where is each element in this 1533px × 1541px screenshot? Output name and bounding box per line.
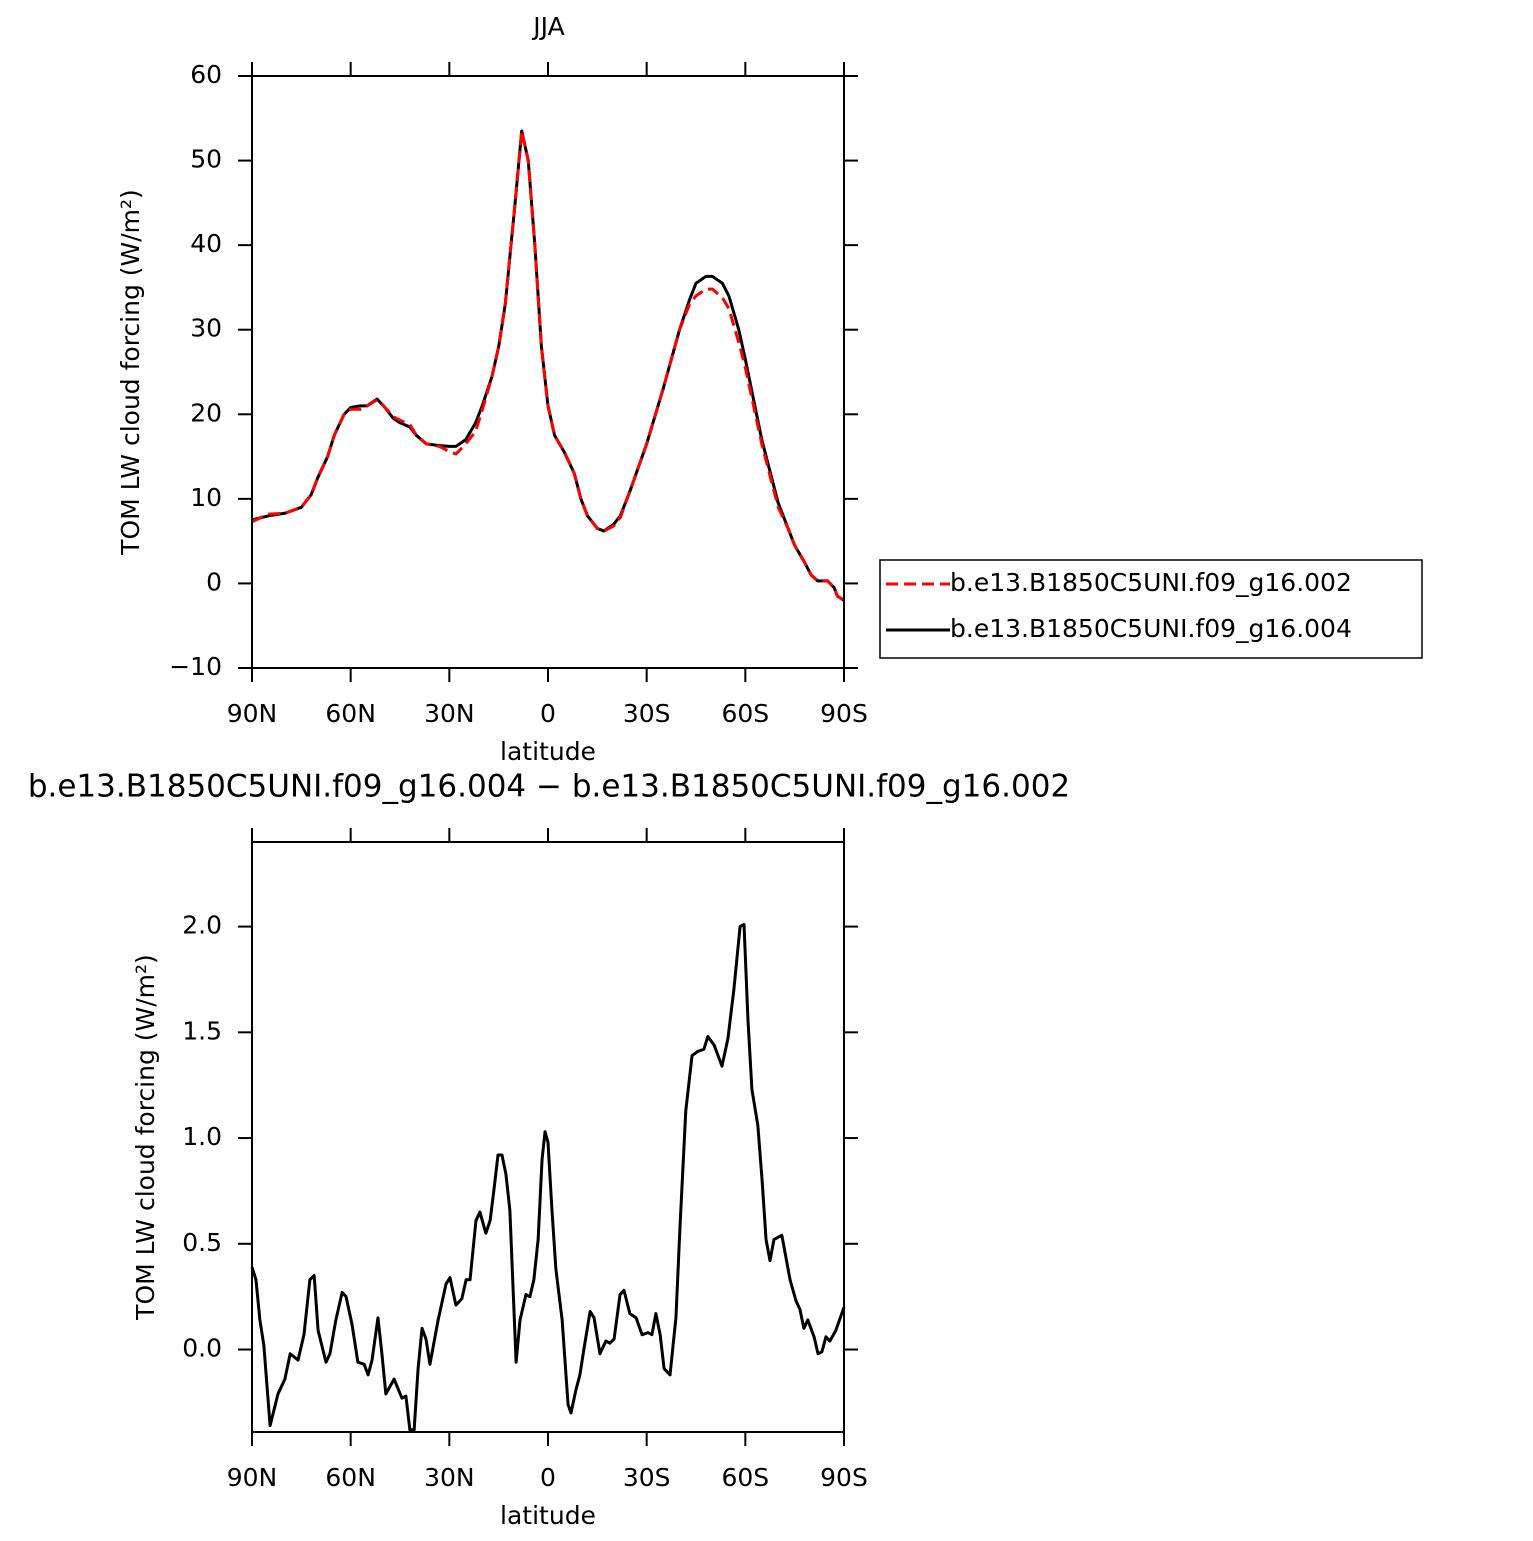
plot-frame <box>251 841 845 1433</box>
x-tick-label: 60N <box>325 1463 376 1492</box>
legend-label: b.e13.B1850C5UNI.f09_g16.004 <box>950 614 1352 643</box>
y-tick-label: 10 <box>190 483 222 512</box>
x-tick-label: 30S <box>623 1463 671 1492</box>
x-tick-label: 60S <box>721 1463 769 1492</box>
chart-panel: JJA latitude TOM LW cloud forcing (W/m²) −1… <box>116 12 1423 766</box>
x-tick-label: 0 <box>540 699 556 728</box>
x-tick-label: 30S <box>623 699 671 728</box>
y-tick-label: 60 <box>190 60 222 89</box>
y-tick-label: 0 <box>206 567 222 596</box>
x-tick-label: 60S <box>721 699 769 728</box>
data-line <box>251 129 845 602</box>
y-tick-label: 40 <box>190 229 222 258</box>
x-tick-label: 30N <box>424 1463 475 1492</box>
y-tick-label: 0.0 <box>182 1334 222 1363</box>
chart-title: JJA <box>531 12 564 41</box>
y-tick-label: 50 <box>190 145 222 174</box>
y-tick-label: 30 <box>190 314 222 343</box>
data-line <box>250 922 846 1432</box>
legend-box <box>879 559 1423 659</box>
plot-frame <box>251 75 845 669</box>
x-tick-label: 60N <box>325 699 376 728</box>
x-tick-label: 90S <box>820 699 868 728</box>
y-tick-label: 2.0 <box>182 911 222 940</box>
data-line <box>251 129 845 602</box>
chart-panel: b.e13.B1850C5UNI.f09_g16.004 − b.e13.B18… <box>28 769 1070 1531</box>
x-axis-label: latitude <box>500 1501 596 1530</box>
x-tick-label: 90N <box>227 1463 278 1492</box>
x-tick-label: 90S <box>820 1463 868 1492</box>
y-tick-label: 1.5 <box>182 1016 222 1045</box>
x-axis-label: latitude <box>500 737 596 766</box>
y-tick-label: −10 <box>169 652 222 681</box>
y-axis-label: TOM LW cloud forcing (W/m²) <box>131 954 160 1321</box>
x-tick-label: 0 <box>540 1463 556 1492</box>
chart-title: b.e13.B1850C5UNI.f09_g16.004 − b.e13.B18… <box>28 769 1070 805</box>
y-tick-label: 1.0 <box>182 1122 222 1151</box>
x-tick-label: 30N <box>424 699 475 728</box>
x-tick-label: 90N <box>227 699 278 728</box>
y-tick-label: 0.5 <box>182 1228 222 1257</box>
legend-label: b.e13.B1850C5UNI.f09_g16.002 <box>950 568 1352 597</box>
y-axis-label: TOM LW cloud forcing (W/m²) <box>116 189 145 556</box>
y-tick-label: 20 <box>190 398 222 427</box>
